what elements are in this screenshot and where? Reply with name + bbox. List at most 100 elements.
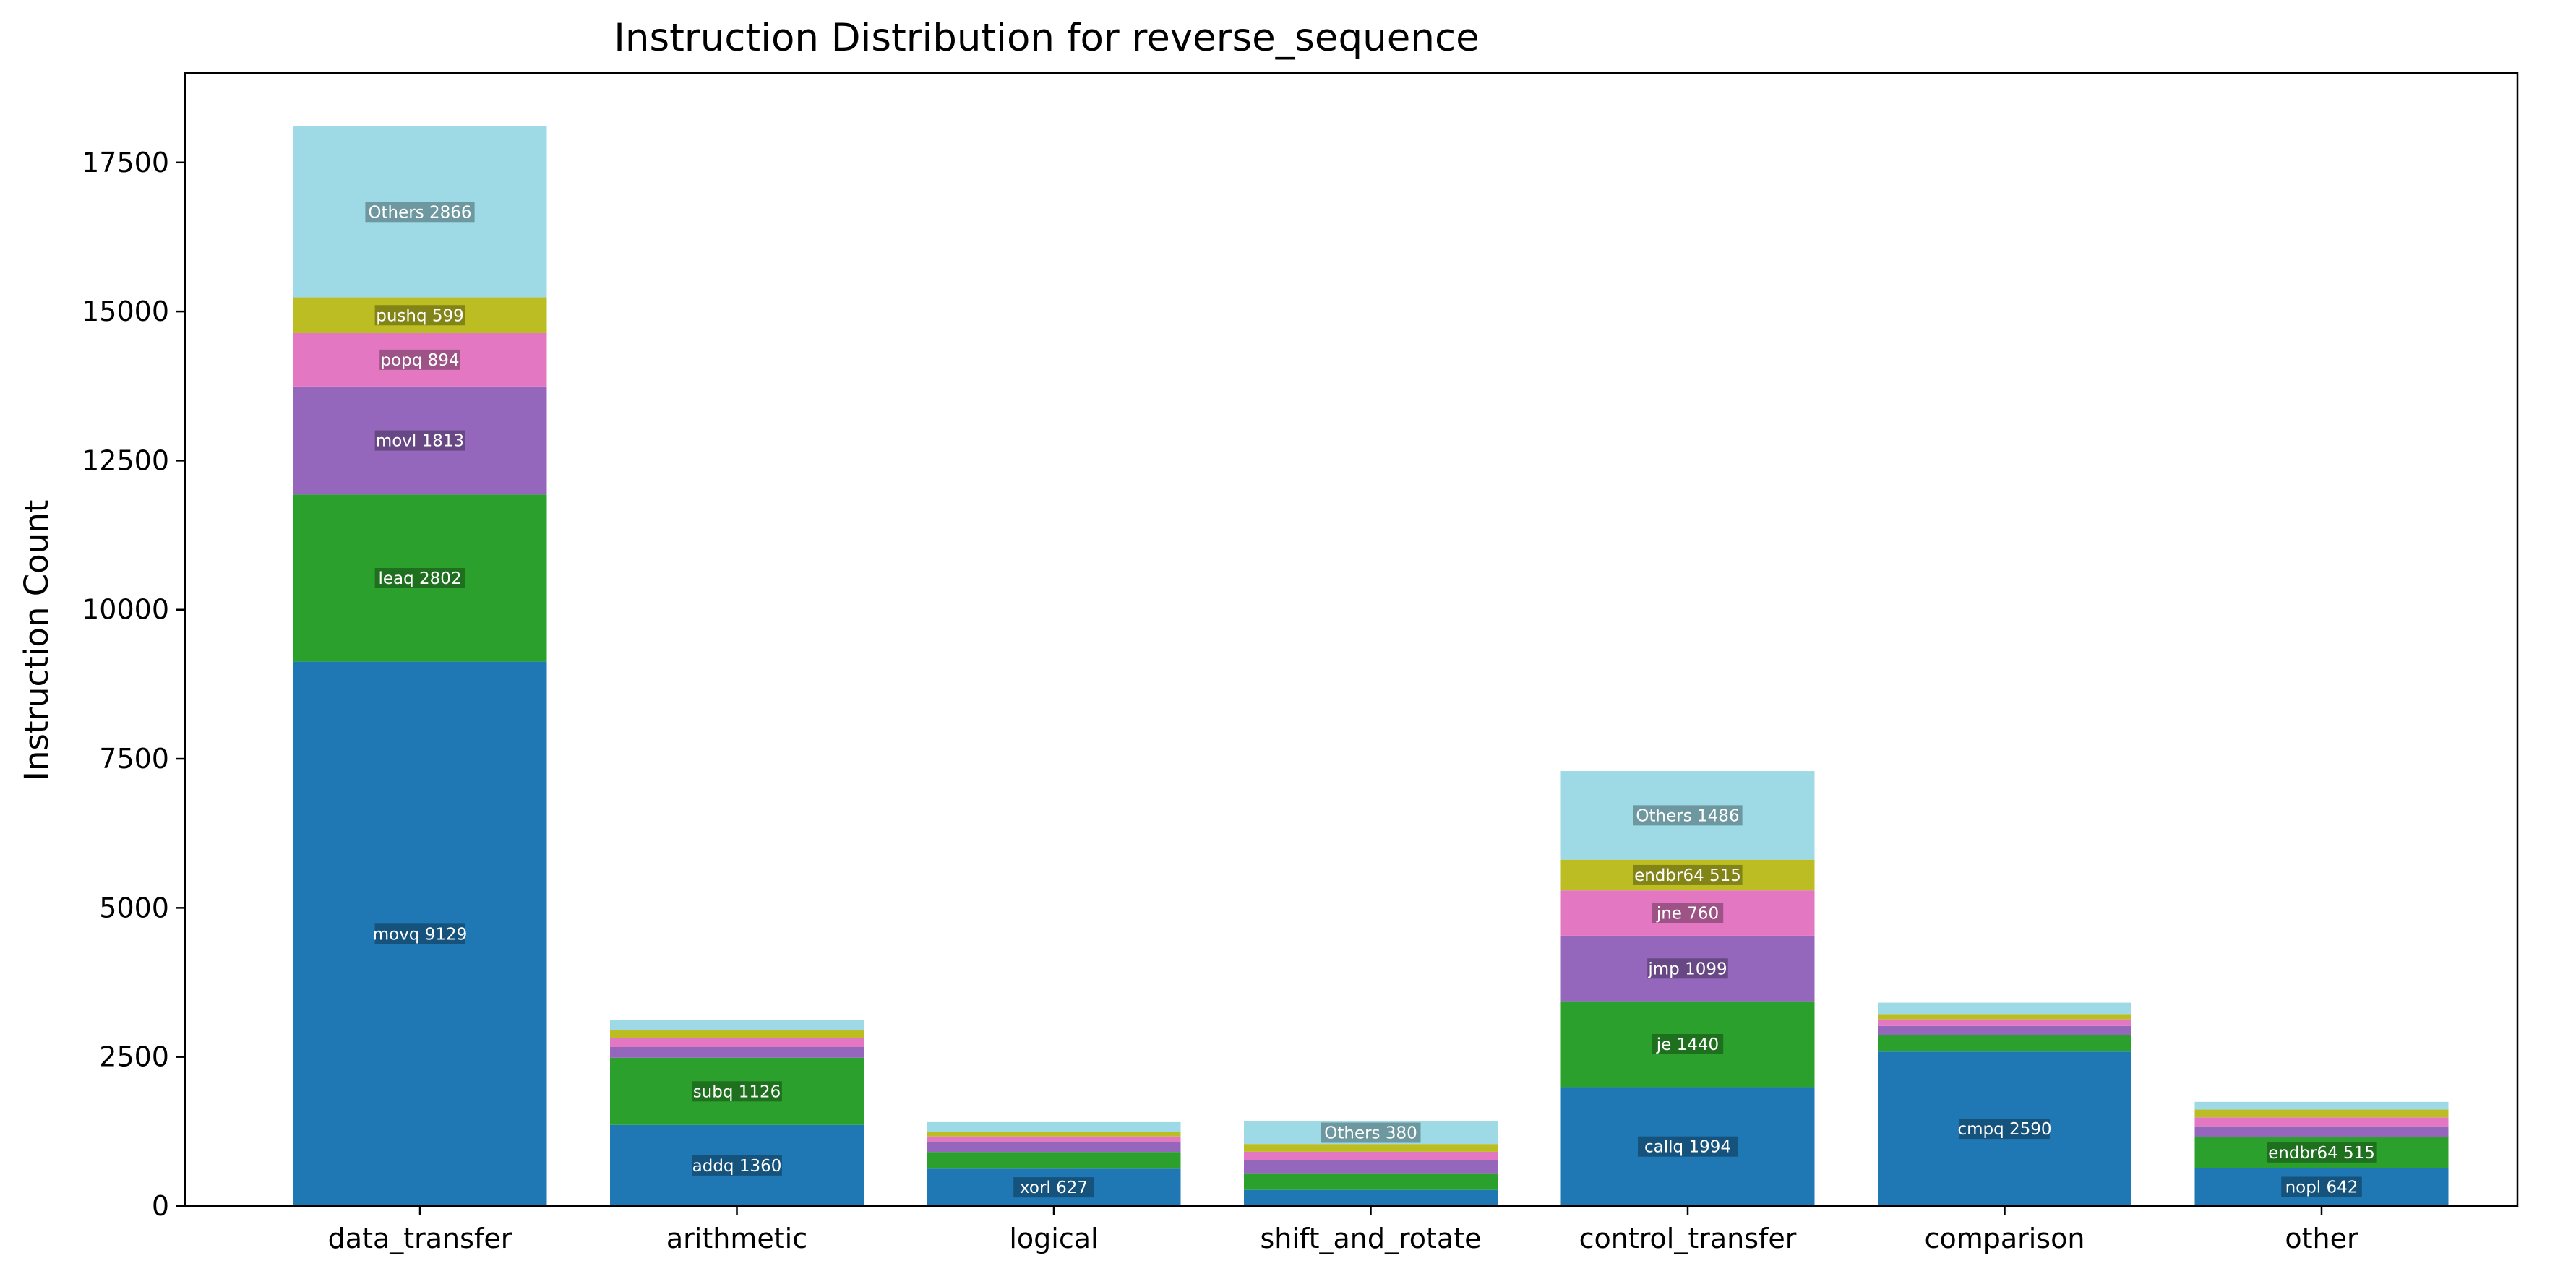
segment-label-bg	[374, 305, 465, 326]
bar-segment	[610, 1057, 864, 1125]
bar-segment	[1560, 771, 1815, 860]
segment-label: movq 9129	[373, 923, 468, 944]
x-tick-label: other	[2285, 1223, 2358, 1254]
segment-label-bg	[1633, 805, 1743, 826]
x-tick-label: shift_and_rotate	[1260, 1223, 1481, 1254]
segment-label-bg	[365, 202, 475, 223]
segment-label-bg	[1959, 1119, 2050, 1140]
bar-segment	[2194, 1137, 2449, 1168]
segment-label-bg	[2281, 1176, 2362, 1197]
bar-segment	[293, 386, 547, 495]
segment-label-bg	[1652, 903, 1724, 923]
bar-segment	[927, 1136, 1181, 1142]
segment-label: je 1440	[1652, 1034, 1724, 1055]
bar-segment	[1878, 1002, 2131, 1015]
y-tick-label: 17500	[82, 147, 169, 178]
segment-label-text: jne 760	[1656, 905, 1719, 923]
bar-segment	[1244, 1121, 1498, 1145]
bar-segment	[1878, 1051, 2131, 1206]
bar-segment	[1878, 1035, 2131, 1052]
segment-label-text: movl 1813	[376, 432, 464, 451]
y-tick-label: 2500	[99, 1041, 169, 1073]
segment-label-text: Others 2866	[368, 203, 471, 222]
bar-segment	[1244, 1173, 1498, 1190]
bar-segment	[610, 1020, 864, 1030]
segment-label: endbr64 515	[1633, 864, 1743, 885]
bar-segment	[1878, 1025, 2131, 1035]
segment-label-bg	[374, 430, 465, 451]
segment-label-bg	[1013, 1177, 1094, 1198]
segment-label: Others 380	[1321, 1122, 1421, 1143]
segment-label: callq 1994	[1638, 1136, 1738, 1157]
y-axis-label: Instruction Count	[17, 500, 56, 781]
x-tick-label: logical	[1009, 1223, 1098, 1254]
y-tick-label: 12500	[82, 444, 169, 476]
bar-segment	[1244, 1189, 1498, 1206]
segment-label: addq 1360	[692, 1155, 782, 1176]
segment-labels: movq 9129 leaq 2802 movl 1813 popq 894 pushq…	[365, 202, 2377, 1198]
bar-segment	[927, 1168, 1181, 1206]
segment-label-bg	[2267, 1142, 2377, 1163]
segment-label-bg	[1647, 958, 1728, 979]
bar-segment	[293, 332, 547, 387]
segment-label-bg	[1633, 864, 1743, 885]
bar-segment	[2194, 1168, 2449, 1206]
segment-label: jne 760	[1652, 903, 1724, 923]
bar-segment	[1244, 1144, 1498, 1152]
bar-segment	[2194, 1101, 2449, 1110]
segment-label-text: Others 380	[1324, 1124, 1417, 1142]
segment-label-text: subq 1126	[693, 1082, 781, 1101]
segment-label: endbr64 515	[2267, 1142, 2377, 1163]
bar-segment	[2194, 1126, 2449, 1137]
segment-label-text: movq 9129	[373, 925, 468, 944]
bar-segment	[2194, 1117, 2449, 1127]
segment-label-bg	[1652, 1034, 1724, 1055]
x-tick-label: comparison	[1925, 1223, 2085, 1254]
chart-title: Instruction Distribution for reverse_seq…	[614, 16, 1479, 60]
segment-label: nopl 642	[2281, 1176, 2362, 1197]
bar-segment	[2194, 1109, 2449, 1118]
segment-label-text: endbr64 515	[2268, 1144, 2375, 1163]
y-tick-label: 15000	[82, 296, 169, 327]
segment-label: movl 1813	[374, 430, 465, 451]
bars-layer	[293, 126, 2449, 1206]
y-tick-label: 7500	[99, 743, 169, 775]
segment-label: jmp 1099	[1647, 958, 1728, 979]
segment-label-text: leaq 2802	[378, 569, 461, 588]
segment-label: cmpq 2590	[1957, 1119, 2052, 1140]
bar-segment	[293, 494, 547, 662]
bar-segment	[1560, 890, 1815, 936]
segment-label-bg	[692, 1081, 782, 1102]
y-tick-label: 10000	[82, 594, 169, 626]
y-axis: 0 2500 5000 7500 10000 12500 15000 17500	[82, 147, 185, 1222]
segment-label-text: pushq 599	[376, 306, 464, 325]
segment-label-bg	[692, 1155, 782, 1176]
bar-segment	[927, 1152, 1181, 1169]
segment-label-bg	[1638, 1136, 1738, 1157]
segment-label-bg	[374, 923, 465, 944]
bar-segment	[293, 126, 547, 298]
segment-label-text: popq 894	[380, 351, 459, 370]
segment-label-text: cmpq 2590	[1957, 1120, 2051, 1139]
segment-label-text: je 1440	[1656, 1035, 1719, 1054]
segment-label: xorl 627	[1013, 1177, 1094, 1198]
bar-segment	[927, 1132, 1181, 1137]
bar-segment	[1560, 859, 1815, 891]
bar-segment	[610, 1046, 864, 1058]
x-axis: data_transfer arithmetic logical shift_and_…	[328, 1206, 2358, 1254]
segment-label: subq 1126	[692, 1081, 782, 1102]
segment-label-text: jmp 1099	[1647, 960, 1727, 978]
bar-segment	[610, 1038, 864, 1047]
segment-label: popq 894	[379, 349, 460, 370]
bar-segment	[927, 1142, 1181, 1153]
x-tick-label: control_transfer	[1579, 1223, 1797, 1254]
x-tick-label: data_transfer	[328, 1223, 512, 1254]
bar-segment	[610, 1124, 864, 1206]
segment-label-bg	[1321, 1122, 1421, 1143]
bar-segment	[293, 297, 547, 333]
segment-label: pushq 599	[374, 305, 465, 326]
segment-label-text: endbr64 515	[1634, 866, 1741, 885]
bar-segment	[1878, 1019, 2131, 1026]
y-tick-label: 5000	[99, 892, 169, 923]
